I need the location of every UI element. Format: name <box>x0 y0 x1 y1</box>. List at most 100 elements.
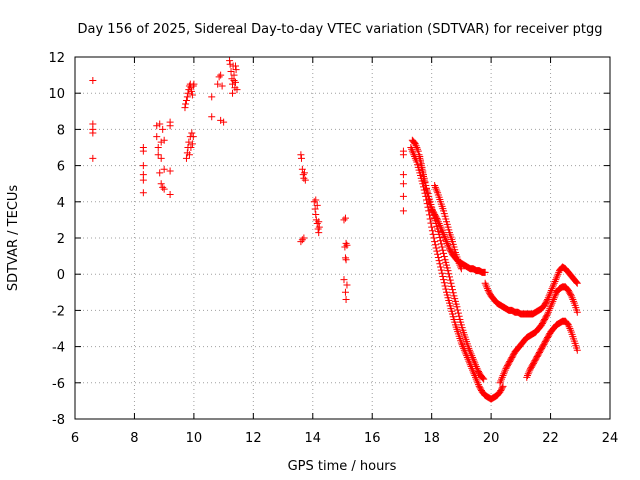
data-point <box>470 357 478 365</box>
data-point <box>546 290 554 298</box>
data-point <box>572 277 580 285</box>
data-point <box>422 185 430 193</box>
data-point <box>564 321 572 329</box>
data-point <box>160 136 168 144</box>
data-point <box>437 237 445 245</box>
data-point <box>184 89 192 97</box>
data-point <box>479 374 487 382</box>
data-point <box>458 341 466 349</box>
y-tick-label: 10 <box>48 87 65 102</box>
data-point <box>568 294 576 302</box>
data-point <box>547 288 555 296</box>
data-point <box>524 370 532 378</box>
data-point <box>399 192 407 200</box>
data-point <box>416 153 424 161</box>
data-point <box>341 214 349 222</box>
x-tick-label: 6 <box>71 431 79 446</box>
data-point <box>341 243 349 251</box>
data-point <box>428 223 436 231</box>
data-point <box>481 279 489 287</box>
data-point <box>439 246 447 254</box>
data-point <box>301 176 309 184</box>
x-tick-label: 24 <box>602 431 619 446</box>
data-point <box>399 180 407 188</box>
data-point <box>457 263 465 271</box>
data-point <box>546 305 554 313</box>
data-point <box>544 308 552 316</box>
data-point <box>474 381 482 389</box>
y-tick-label: 0 <box>57 268 65 283</box>
data-point <box>565 323 573 331</box>
data-point <box>549 283 557 291</box>
data-point <box>438 269 446 277</box>
data-point <box>312 196 320 204</box>
data-point <box>419 171 427 179</box>
data-point <box>550 294 558 302</box>
data-point <box>472 363 480 371</box>
data-point <box>478 373 486 381</box>
data-point <box>500 368 508 376</box>
data-point <box>448 286 456 294</box>
data-point <box>232 62 239 70</box>
data-point <box>157 138 165 146</box>
data-point <box>417 156 425 164</box>
data-point <box>421 178 429 186</box>
data-point <box>500 370 508 378</box>
data-point <box>298 236 306 244</box>
data-point <box>399 207 407 215</box>
data-point <box>214 80 222 88</box>
data-point <box>297 238 305 246</box>
data-point <box>465 344 473 352</box>
data-point <box>471 359 479 367</box>
data-point <box>156 120 164 128</box>
data-point <box>483 285 491 293</box>
data-point <box>413 144 421 151</box>
data-point <box>409 149 417 157</box>
data-point <box>154 151 162 159</box>
data-point <box>481 268 489 276</box>
data-point <box>160 185 168 193</box>
data-point <box>566 325 574 332</box>
data-point <box>187 144 195 151</box>
data-point <box>440 276 448 284</box>
data-point <box>159 183 167 191</box>
data-point <box>496 379 504 387</box>
data-point <box>550 279 558 287</box>
data-point <box>343 281 351 289</box>
data-point <box>573 278 581 286</box>
data-point <box>454 309 462 317</box>
data-point <box>551 277 559 285</box>
y-tick-label: 12 <box>48 51 65 66</box>
data-point <box>473 377 481 385</box>
data-point <box>226 57 234 65</box>
data-point <box>166 191 174 199</box>
data-point <box>227 67 235 75</box>
data-point <box>313 201 321 209</box>
data-point <box>424 192 432 200</box>
data-point <box>159 125 167 133</box>
data-point <box>181 104 189 112</box>
data-point <box>457 339 465 347</box>
data-point <box>525 368 533 376</box>
data-point <box>342 296 350 304</box>
data-point <box>543 311 551 319</box>
data-point <box>408 147 416 155</box>
data-point <box>156 169 164 177</box>
x-axis-label: GPS time / hours <box>288 459 397 474</box>
data-point <box>483 283 491 291</box>
data-point <box>139 147 147 155</box>
data-point <box>434 218 442 226</box>
data-point <box>414 147 422 155</box>
data-point <box>315 229 323 237</box>
x-axis: 6 8 10 12 14 16 18 20 22 24 <box>71 57 618 446</box>
data-point <box>548 285 556 293</box>
y-tick-label: -8 <box>52 413 65 428</box>
data-point <box>182 96 190 104</box>
data-point <box>456 261 464 269</box>
data-point <box>414 145 422 153</box>
data-point <box>432 185 440 193</box>
x-tick-label: 8 <box>130 431 138 446</box>
data-point <box>447 279 455 287</box>
